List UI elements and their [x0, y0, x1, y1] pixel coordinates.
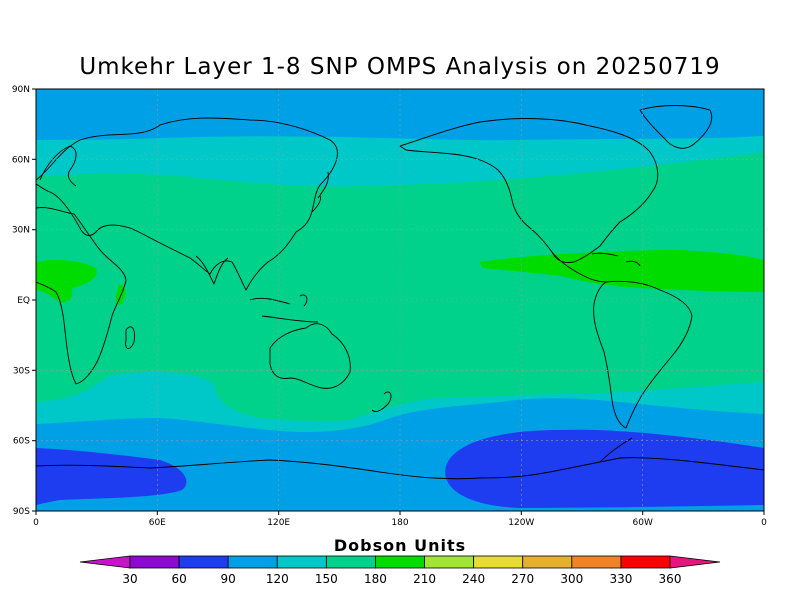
coast-caribbean	[591, 252, 641, 267]
colorbar-cell	[620, 555, 671, 569]
band-90-120-west	[36, 448, 187, 505]
x-label-0-left: 0	[33, 518, 39, 528]
y-label-eq: EQ	[17, 296, 30, 306]
coast-antarctic-peninsula	[599, 437, 633, 463]
colorbar-tick-label: 330	[609, 572, 632, 586]
colorbar-tick-label: 90	[221, 572, 236, 586]
coast-africa	[36, 207, 127, 385]
colorbar-cell	[325, 555, 376, 569]
coast-india	[195, 255, 229, 285]
axis-ticks	[32, 88, 765, 515]
colorbar-cell	[424, 555, 475, 569]
coast-madagascar	[125, 326, 135, 349]
colorbar-title: Dobson Units	[333, 536, 467, 555]
coast-south-america	[593, 280, 693, 429]
colorbar-cell-low	[79, 555, 131, 569]
colorbar-tick-label: 300	[560, 572, 583, 586]
ozone-map: 90N 60N 30N EQ 30S 60S 90S 0 60E 120E 18…	[12, 85, 767, 528]
coast-north-america	[399, 118, 659, 263]
map-title: Umkehr Layer 1-8 SNP OMPS Analysis on 20…	[79, 54, 721, 80]
x-label-60w: 60W	[633, 518, 653, 528]
coast-antarctica	[36, 457, 764, 480]
graticule	[36, 89, 764, 511]
colorbar-cell	[276, 555, 327, 569]
y-label-30s: 30S	[13, 366, 30, 376]
colorbar-tick-label: 120	[266, 572, 289, 586]
coast-central-america	[551, 251, 607, 283]
colorbar-labels: 30 60 90 120 150 180 210 240 270 300 330 360	[122, 572, 681, 586]
y-label-60n: 60N	[12, 155, 30, 165]
colorbar-tick-label: 30	[122, 572, 137, 586]
colorbar-cell	[375, 555, 425, 569]
x-axis-labels: 0 60E 120E 180 120W 60W 0	[33, 518, 767, 528]
band-90-120-east	[445, 429, 764, 508]
coast-new-zealand	[371, 391, 392, 413]
colorbar-cell	[178, 555, 229, 569]
colorbar-tick-label: 270	[511, 572, 534, 586]
coast-japan	[311, 171, 329, 213]
x-label-120e: 120E	[267, 518, 290, 528]
colorbar-tick-label: 150	[315, 572, 338, 586]
colorbar-tick-label: 180	[364, 572, 387, 586]
y-label-30n: 30N	[12, 226, 30, 236]
colorbar-cells	[79, 555, 721, 569]
x-label-60e: 60E	[149, 518, 166, 528]
x-label-0-right: 0	[761, 518, 767, 528]
coast-indonesia	[249, 294, 319, 323]
y-label-90n: 90N	[12, 85, 30, 95]
coast-scandinavia	[39, 145, 77, 187]
colorbar-tick-label: 60	[171, 572, 186, 586]
colorbar-tick-label: 360	[659, 572, 682, 586]
band-210-240-africa	[36, 260, 97, 303]
y-label-90s: 90S	[13, 507, 30, 517]
coast-eurasia	[36, 117, 338, 291]
colorbar-tick-label: 240	[462, 572, 485, 586]
colorbar-cell-high	[669, 555, 721, 569]
x-label-180: 180	[391, 518, 408, 528]
colorbar-cell	[522, 555, 573, 569]
coastlines	[36, 105, 764, 480]
x-label-120w: 120W	[508, 518, 534, 528]
colorbar-tick-label: 210	[413, 572, 436, 586]
coast-australia	[269, 323, 351, 389]
colorbar-cell	[473, 555, 524, 569]
y-axis-labels: 90N 60N 30N EQ 30S 60S 90S	[12, 85, 30, 517]
y-label-60s: 60S	[13, 437, 30, 447]
band-210-240-atlantic	[480, 250, 764, 292]
colorbar-cell	[227, 555, 278, 569]
colorbar-cell	[571, 555, 622, 569]
coast-greenland	[639, 105, 713, 149]
colorbar-cell	[129, 555, 180, 569]
